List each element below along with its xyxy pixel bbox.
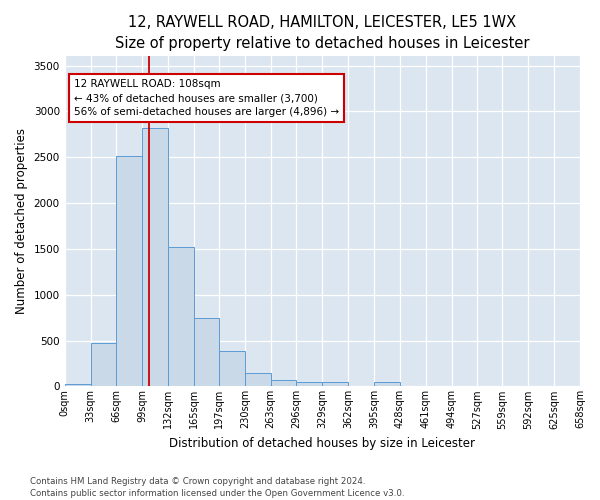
Y-axis label: Number of detached properties: Number of detached properties bbox=[15, 128, 28, 314]
Bar bbox=[91, 343, 116, 386]
Bar bbox=[116, 156, 142, 386]
Bar bbox=[65, 384, 91, 386]
Bar bbox=[271, 380, 296, 386]
Text: Contains HM Land Registry data © Crown copyright and database right 2024.
Contai: Contains HM Land Registry data © Crown c… bbox=[30, 476, 404, 498]
Bar bbox=[245, 373, 271, 386]
Bar bbox=[296, 382, 322, 386]
Bar bbox=[142, 128, 168, 386]
Bar bbox=[374, 382, 400, 386]
Title: 12, RAYWELL ROAD, HAMILTON, LEICESTER, LE5 1WX
Size of property relative to deta: 12, RAYWELL ROAD, HAMILTON, LEICESTER, L… bbox=[115, 15, 530, 51]
Text: 12 RAYWELL ROAD: 108sqm
← 43% of detached houses are smaller (3,700)
56% of semi: 12 RAYWELL ROAD: 108sqm ← 43% of detache… bbox=[74, 80, 339, 118]
Bar bbox=[168, 247, 194, 386]
Bar bbox=[322, 382, 348, 386]
X-axis label: Distribution of detached houses by size in Leicester: Distribution of detached houses by size … bbox=[169, 437, 475, 450]
Bar bbox=[194, 318, 219, 386]
Bar bbox=[219, 351, 245, 386]
